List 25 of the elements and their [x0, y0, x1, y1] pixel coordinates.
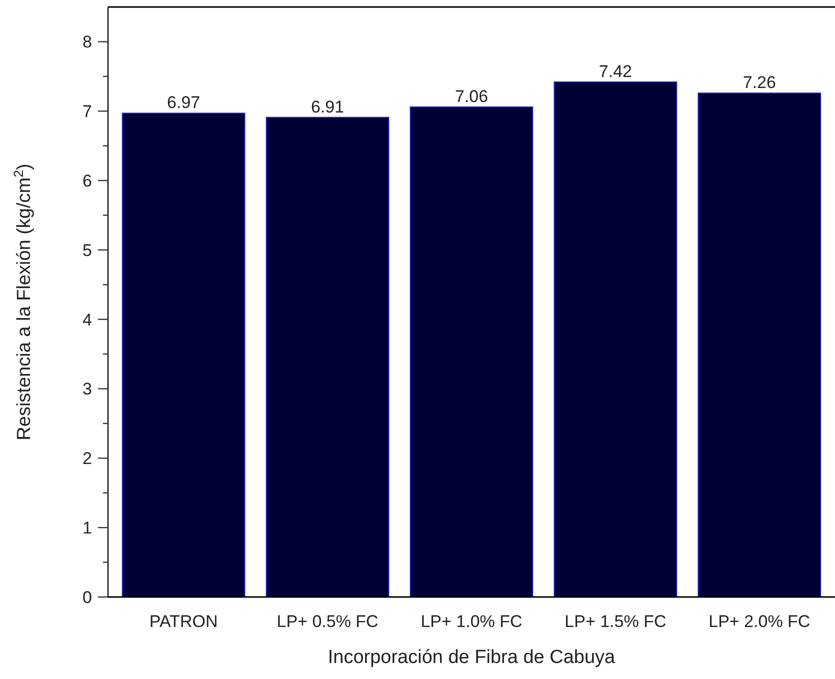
data-label: 7.42 — [598, 62, 632, 81]
data-label: 6.97 — [167, 93, 200, 112]
bar — [554, 81, 678, 598]
bar — [698, 92, 822, 598]
y-tick-label: 2 — [82, 449, 92, 468]
data-label: 7.06 — [454, 86, 488, 106]
y-tick-label: 8 — [82, 32, 92, 52]
y-tick-label: 1 — [82, 518, 92, 538]
y-tick-label: 6 — [82, 171, 92, 190]
x-tick-label: LP+ 2.0% FC — [708, 612, 810, 631]
x-tick-label: PATRON — [149, 612, 218, 631]
y-tick-label: 0 — [82, 588, 92, 607]
x-tick-label: LP+ 0.5% FC — [276, 612, 378, 631]
x-tick-label: LP+ 1.0% FC — [420, 612, 522, 631]
bar — [266, 116, 390, 598]
x-axis-title: Incorporación de Fibra de Cabuya — [328, 647, 616, 668]
x-tick-label: LP+ 1.5% FC — [564, 612, 666, 631]
data-label: 6.91 — [310, 97, 344, 116]
data-label: 7.26 — [742, 73, 776, 92]
bar — [410, 106, 534, 598]
y-tick-label: 3 — [82, 380, 92, 399]
y-tick-label: 5 — [82, 240, 92, 260]
bar — [122, 112, 246, 598]
y-tick-label: 4 — [82, 310, 92, 330]
y-tick-label: 7 — [82, 102, 92, 122]
